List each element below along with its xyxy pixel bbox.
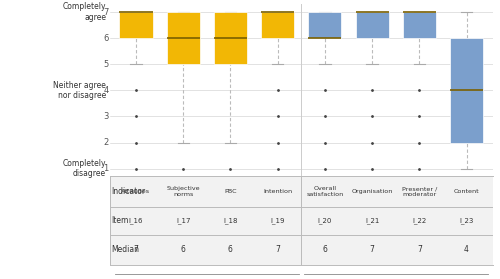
FancyBboxPatch shape [356,12,388,38]
FancyBboxPatch shape [308,12,342,38]
Text: 4: 4 [104,86,108,95]
Text: 7: 7 [417,246,422,254]
Text: 6: 6 [322,246,328,254]
FancyBboxPatch shape [403,12,436,38]
Text: 6: 6 [181,246,186,254]
Text: Indicator: Indicator [111,187,145,196]
FancyBboxPatch shape [120,12,152,38]
Text: Item: Item [111,216,128,225]
Text: 7: 7 [134,246,138,254]
Text: Neither agree
nor disagree: Neither agree nor disagree [54,81,106,100]
Text: I_19: I_19 [270,217,285,224]
Text: I_18: I_18 [223,217,238,224]
Text: 6: 6 [228,246,233,254]
Text: I_20: I_20 [318,217,332,224]
Text: 5: 5 [104,60,108,69]
Text: Presenter /
moderator: Presenter / moderator [402,186,437,197]
Text: I_17: I_17 [176,217,190,224]
FancyBboxPatch shape [450,38,483,143]
Text: Subjective
norms: Subjective norms [166,186,200,197]
Text: Content: Content [454,189,479,194]
Text: Organisation: Organisation [352,189,393,194]
Text: PBC: PBC [224,189,236,194]
Text: 6: 6 [103,33,108,43]
Text: Intention: Intention [263,189,292,194]
Text: Completely
agree: Completely agree [62,2,106,22]
Text: I_16: I_16 [128,217,143,224]
Text: Attitudes: Attitudes [122,189,150,194]
Text: 3: 3 [103,112,108,121]
Text: I_21: I_21 [365,217,380,224]
Text: Overall
satisfaction: Overall satisfaction [306,186,344,197]
FancyBboxPatch shape [214,12,247,64]
Text: I_23: I_23 [460,217,473,224]
Text: 1: 1 [104,164,108,173]
Text: 2: 2 [104,138,108,147]
Text: Completely
disagree: Completely disagree [62,159,106,178]
Text: Median: Median [111,246,139,254]
Text: I_22: I_22 [412,217,426,224]
FancyBboxPatch shape [261,12,294,38]
Text: 7: 7 [275,246,280,254]
FancyBboxPatch shape [166,12,200,64]
Text: 4: 4 [464,246,469,254]
Text: 7: 7 [370,246,374,254]
Text: 7: 7 [103,8,108,16]
